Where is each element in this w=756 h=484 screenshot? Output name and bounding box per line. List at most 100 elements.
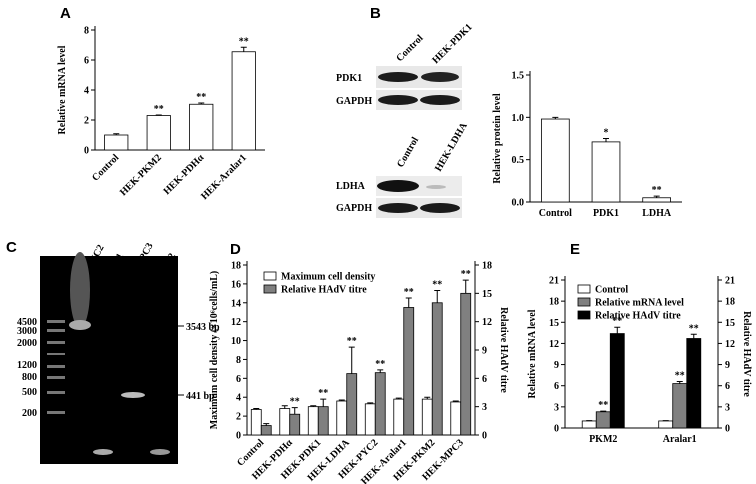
band bbox=[121, 392, 145, 398]
band bbox=[70, 252, 90, 328]
marker-label: 500 bbox=[22, 387, 37, 398]
error-bar bbox=[614, 326, 621, 334]
legend-label: Relative mRNA level bbox=[595, 298, 684, 309]
y-tick-label: 16 bbox=[231, 279, 241, 290]
panel-label: E bbox=[570, 241, 580, 258]
bar bbox=[289, 413, 301, 436]
y2-tick-label: 0 bbox=[482, 431, 487, 442]
bar bbox=[104, 134, 129, 151]
x-tick-label: PDK1 bbox=[593, 208, 619, 219]
legend-swatch bbox=[263, 271, 277, 281]
y-tick-label: 2 bbox=[84, 116, 89, 127]
panel-label: D bbox=[230, 241, 241, 258]
x-tick-label: HEK-Aralar1 bbox=[199, 152, 249, 202]
blot-column: Control bbox=[395, 135, 421, 169]
error-bar bbox=[377, 369, 384, 373]
significance: ** bbox=[347, 336, 357, 347]
legend-label: Maximum cell density bbox=[281, 272, 375, 283]
error-bar bbox=[600, 410, 607, 412]
bar bbox=[658, 420, 674, 429]
marker-label: 2000 bbox=[17, 338, 37, 349]
y-axis-label: Relative mRNA level bbox=[527, 309, 538, 398]
error-bar bbox=[603, 138, 609, 142]
blot-row: PDK1 bbox=[336, 73, 362, 84]
significance: ** bbox=[461, 269, 471, 280]
band bbox=[426, 185, 446, 189]
bar bbox=[317, 406, 329, 436]
significance: ** bbox=[652, 185, 662, 196]
y-tick-label: 6 bbox=[84, 56, 89, 67]
significance: ** bbox=[318, 388, 328, 399]
legend-swatch bbox=[263, 284, 277, 294]
error-bar bbox=[310, 405, 317, 407]
error-bar bbox=[653, 195, 660, 198]
error-bar bbox=[253, 408, 260, 410]
blot-top: Control HEK-PDK1 PDK1 GAPDH bbox=[336, 22, 475, 110]
legend-swatch bbox=[577, 310, 591, 320]
y-tick-label: 4 bbox=[84, 86, 89, 97]
marker-label: 200 bbox=[22, 408, 37, 419]
panel-label: A bbox=[60, 5, 71, 22]
y-tick-label: 2 bbox=[236, 412, 241, 423]
significance: ** bbox=[290, 397, 300, 408]
bar bbox=[231, 51, 256, 151]
bar bbox=[307, 406, 319, 436]
y2-tick-label: 9 bbox=[725, 360, 730, 371]
y-tick-label: 9 bbox=[554, 360, 559, 371]
significance: ** bbox=[432, 280, 442, 291]
band bbox=[420, 95, 460, 105]
error-bar bbox=[424, 396, 431, 400]
blot-row: LDHA bbox=[336, 181, 366, 192]
y-tick-label: 14 bbox=[231, 298, 241, 309]
bar bbox=[374, 372, 386, 436]
significance: * bbox=[604, 128, 609, 139]
band bbox=[378, 72, 418, 82]
y-tick-label: 0 bbox=[236, 431, 241, 442]
band bbox=[150, 449, 170, 455]
error-bar bbox=[113, 133, 120, 135]
legend-label: Control bbox=[595, 285, 628, 296]
blot-background bbox=[376, 198, 462, 218]
y-tick-label: 0.0 bbox=[512, 198, 525, 209]
panel-label: C bbox=[6, 239, 17, 256]
legend-label: Relative HAdV titre bbox=[281, 285, 367, 296]
marker-label: 4500 bbox=[17, 317, 37, 328]
blot-bottom: Control HEK-LDHA LDHA GAPDH bbox=[336, 120, 470, 218]
bar bbox=[686, 338, 702, 429]
band bbox=[420, 203, 460, 213]
blot-column: Control bbox=[394, 33, 425, 64]
error-bar bbox=[462, 279, 469, 294]
y-tick-label: 6 bbox=[236, 374, 241, 385]
significance: ** bbox=[404, 287, 414, 298]
gel: M HEK-PYC2 Control-1 HEK-MPC3 Control-2 … bbox=[17, 241, 220, 464]
significance: ** bbox=[689, 323, 699, 334]
band-label: 3543 bp bbox=[186, 322, 220, 333]
bar bbox=[146, 115, 171, 151]
legend-swatch bbox=[577, 297, 591, 307]
x-tick-label: Control bbox=[90, 152, 121, 183]
blot-row: GAPDH bbox=[336, 203, 372, 214]
band bbox=[69, 320, 91, 330]
bar bbox=[672, 383, 688, 429]
error-bar bbox=[552, 116, 559, 120]
y2-tick-label: 15 bbox=[482, 289, 492, 300]
marker-label: 3000 bbox=[17, 326, 37, 337]
marker-label: 1200 bbox=[17, 360, 37, 371]
y2-axis-label: Relative HAdV titre bbox=[498, 307, 509, 393]
y-axis-label: Relative mRNA level bbox=[57, 45, 68, 134]
legend-swatch bbox=[577, 284, 591, 294]
y-tick-label: 15 bbox=[549, 318, 559, 329]
bar bbox=[541, 118, 570, 203]
y-tick-label: 3 bbox=[554, 402, 559, 413]
bar bbox=[364, 403, 376, 436]
significance: ** bbox=[675, 370, 685, 381]
y2-tick-label: 6 bbox=[482, 374, 487, 385]
y-tick-label: 0 bbox=[554, 424, 559, 435]
band bbox=[421, 72, 459, 82]
y2-tick-label: 12 bbox=[482, 317, 492, 328]
y2-tick-label: 12 bbox=[725, 339, 735, 350]
bar bbox=[279, 408, 291, 436]
bar bbox=[189, 103, 214, 151]
bar bbox=[591, 141, 621, 203]
